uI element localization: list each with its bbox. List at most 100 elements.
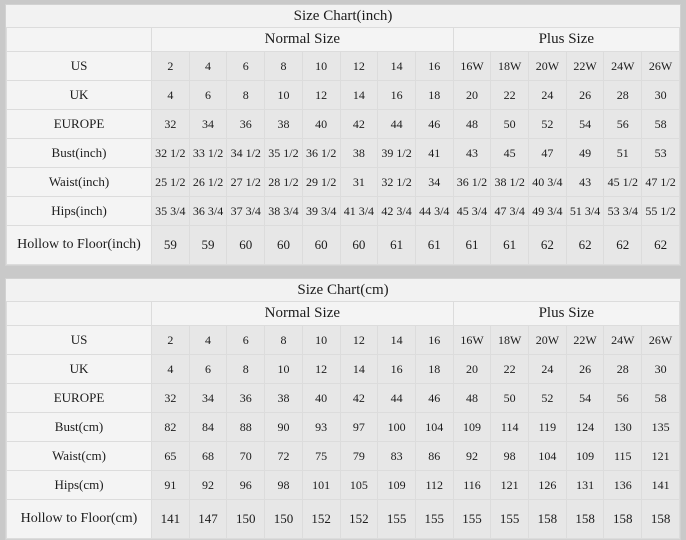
title-row: Size Chart(inch): [6, 5, 680, 28]
table-cell: 30: [641, 80, 680, 110]
table-cell: 8: [264, 325, 303, 355]
table-row: Hips(cm) 91 92 96 98 101 105 109 112 116 121 126 131…: [6, 470, 680, 500]
table-cell: 32 1/2: [151, 138, 190, 168]
table-cell: 45: [490, 138, 530, 168]
table-cell: 6: [226, 51, 266, 81]
table-cell: 20W: [528, 51, 567, 81]
table-cell: 10: [301, 51, 341, 81]
table-cell: 47 3/4: [490, 196, 530, 226]
table-cell: 40 3/4: [528, 167, 567, 197]
table-row: US 2 4 6 8 10 12 14 16 16W 18W 20W 22W 24W 26W: [6, 51, 680, 81]
table-cell: 150: [264, 499, 303, 539]
table-cell: 10: [264, 80, 303, 110]
table-cell: 104: [414, 412, 454, 442]
table-cell: 8: [264, 51, 303, 81]
table-cell: 36 3/4: [188, 196, 228, 226]
table-cell: 152: [301, 499, 341, 539]
table-cell: 28 1/2: [264, 167, 303, 197]
table-row: Bust(inch) 32 1/2 33 1/2 34 1/2 35 1/2 36 1/2…: [6, 138, 680, 168]
table-cell: 62: [641, 225, 680, 265]
table-cell: 136: [603, 470, 643, 500]
table-cell: 34: [188, 109, 228, 139]
group-header: Normal Size: [151, 301, 454, 326]
table-cell: 53 3/4: [603, 196, 643, 226]
table-cell: 26: [565, 354, 605, 384]
table-cell: 8: [226, 354, 266, 384]
table-cell: 6: [188, 80, 228, 110]
table-cell: 36: [226, 109, 266, 139]
table-cell: 10: [264, 354, 303, 384]
table-cell: 104: [528, 441, 567, 471]
table-cell: 10: [301, 325, 341, 355]
table-cell: 155: [452, 499, 492, 539]
size-chart-inch: Size Chart(inch) Normal Size Plus Size US 2 4…: [5, 4, 681, 266]
table-cell: 35 1/2: [264, 138, 303, 168]
table-cell: 92: [452, 441, 492, 471]
table-cell: 4: [188, 325, 228, 355]
table-cell: 20: [452, 80, 492, 110]
table-cell: 116: [452, 470, 492, 500]
table-cell: 60: [339, 225, 379, 265]
table-cell: 12: [301, 354, 341, 384]
table-cell: 62: [565, 225, 605, 265]
table-cell: 91: [151, 470, 190, 500]
table-cell: 14: [339, 354, 379, 384]
table-cell: 52: [528, 109, 567, 139]
table-cell: 22W: [565, 51, 605, 81]
table-cell: 88: [226, 412, 266, 442]
table-cell: 79: [339, 441, 379, 471]
table-cell: 112: [414, 470, 454, 500]
table-cell: 53: [641, 138, 680, 168]
table-cell: 84: [188, 412, 228, 442]
table-cell: 155: [377, 499, 416, 539]
table-cell: 150: [226, 499, 266, 539]
table-cell: 16: [377, 80, 416, 110]
row-label: Hollow to Floor(inch): [6, 225, 152, 265]
table-cell: 61: [414, 225, 454, 265]
table-cell: 22: [490, 354, 530, 384]
group-header: Plus Size: [452, 301, 681, 326]
corner-cell: [6, 27, 152, 52]
table-cell: 62: [603, 225, 643, 265]
table-cell: 44: [377, 109, 416, 139]
row-label: UK: [6, 80, 152, 110]
table-cell: 126: [528, 470, 567, 500]
table-cell: 52: [528, 383, 567, 413]
row-label: UK: [6, 354, 152, 384]
table-cell: 38 3/4: [264, 196, 303, 226]
table-cell: 8: [226, 80, 266, 110]
title-row: Size Chart(cm): [6, 279, 680, 302]
table-cell: 100: [377, 412, 416, 442]
table-cell: 131: [565, 470, 605, 500]
row-label: Bust(cm): [6, 412, 152, 442]
table-cell: 51: [603, 138, 643, 168]
group-header: Plus Size: [452, 27, 681, 52]
table-row: Hips(inch) 35 3/4 36 3/4 37 3/4 38 3/4 39 3/4…: [6, 196, 680, 226]
table-cell: 12: [339, 51, 379, 81]
table-cell: 26 1/2: [188, 167, 228, 197]
table-cell: 42: [339, 383, 379, 413]
table-cell: 18W: [490, 51, 530, 81]
table-cell: 32 1/2: [377, 167, 416, 197]
table-cell: 98: [490, 441, 530, 471]
table-cell: 61: [452, 225, 492, 265]
table-cell: 33 1/2: [188, 138, 228, 168]
table-cell: 26W: [641, 325, 680, 355]
table-row: Waist(cm) 65 68 70 72 75 79 83 86 92 98 104 109 115 12…: [6, 441, 680, 471]
table-cell: 119: [528, 412, 567, 442]
table-cell: 65: [151, 441, 190, 471]
table-cell: 16: [414, 51, 454, 81]
table-cell: 28: [603, 80, 643, 110]
table-cell: 30: [641, 354, 680, 384]
table-cell: 45 3/4: [452, 196, 492, 226]
table-cell: 158: [528, 499, 567, 539]
table-cell: 16W: [452, 325, 492, 355]
table-cell: 26W: [641, 51, 680, 81]
table-cell: 48: [452, 383, 492, 413]
table-row: US 2 4 6 8 10 12 14 16 16W 18W 20W 22W 24W 26W: [6, 325, 680, 355]
table-cell: 56: [603, 109, 643, 139]
table-cell: 44: [377, 383, 416, 413]
table-cell: 31: [339, 167, 379, 197]
table-cell: 158: [603, 499, 643, 539]
